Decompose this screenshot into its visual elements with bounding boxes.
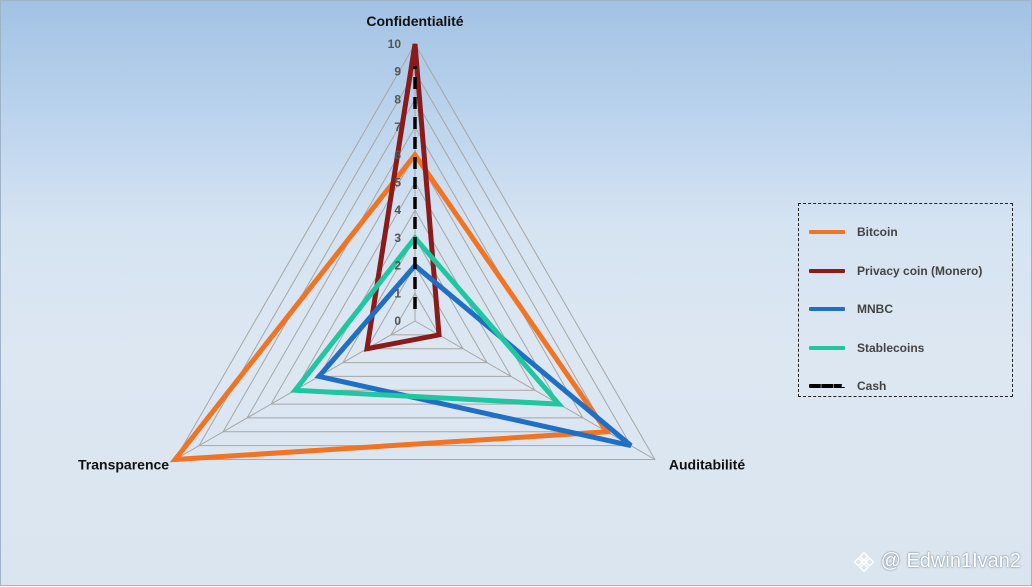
tick-label-3: 3 <box>394 231 401 245</box>
watermark-text: @ Edwin1Ivan2 <box>880 550 1021 572</box>
tick-label-6: 6 <box>394 148 401 162</box>
legend-label-mnbc: MNBC <box>857 302 893 317</box>
legend-item-mnbc: MNBC <box>799 290 1012 329</box>
axis-label-auditabilite: Auditabilité <box>669 457 745 473</box>
grid-ring-3 <box>342 236 488 364</box>
legend-label-cash: Cash <box>857 379 887 394</box>
legend-swatch-stablecoins <box>809 345 845 350</box>
grid-spoke-1 <box>414 320 656 460</box>
radar-series <box>169 43 633 463</box>
tick-label-9: 9 <box>394 65 401 79</box>
tick-label-8: 8 <box>394 92 401 106</box>
axis-label-transparence: Transparence <box>78 457 169 473</box>
legend-swatch-mnbc <box>809 307 845 312</box>
axis-label-confidentialite: Confidentialité <box>366 13 463 29</box>
tick-label-0: 0 <box>394 314 401 328</box>
series-bitcoin <box>169 150 612 463</box>
series-privacy-coin-monero <box>363 43 442 352</box>
tick-label-2: 2 <box>394 259 401 273</box>
watermark: @ Edwin1Ivan2 <box>853 550 1021 573</box>
legend-item-cash: Cash <box>799 367 1012 406</box>
radar-tick-labels: 0 1 2 3 4 5 6 7 8 9 10 <box>388 37 402 328</box>
grid-ring-1 <box>390 292 440 336</box>
tick-label-7: 7 <box>394 120 401 134</box>
legend-swatch-privacy-coin-monero <box>809 268 845 273</box>
legend-item-stablecoins: Stablecoins <box>799 329 1012 368</box>
tick-label-1: 1 <box>394 286 401 300</box>
grid-ring-5 <box>294 181 536 391</box>
radar-axis-labels: Confidentialité Auditabilité Transparence <box>78 13 745 473</box>
legend-label-bitcoin: Bitcoin <box>857 225 898 240</box>
tick-label-5: 5 <box>394 176 401 190</box>
series-stablecoins <box>290 233 565 407</box>
legend-item-bitcoin: Bitcoin <box>799 213 1012 252</box>
grid-ring-10 <box>174 43 656 460</box>
tick-label-4: 4 <box>394 203 401 217</box>
legend-label-privacy-coin-monero: Privacy coin (Monero) <box>857 263 983 278</box>
grid-ring-8 <box>222 98 608 433</box>
chart-legend: Bitcoin Privacy coin (Monero) MNBC Stableco… <box>798 203 1013 397</box>
tick-label-10: 10 <box>388 37 402 51</box>
legend-item-privacy-coin-monero: Privacy coin (Monero) <box>799 252 1012 291</box>
legend-swatch-bitcoin <box>809 230 845 235</box>
series-mnbc <box>314 262 633 449</box>
grid-ring-6 <box>270 153 560 405</box>
binance-logo-icon <box>853 551 875 572</box>
legend-swatch-cash <box>809 384 845 389</box>
legend-label-stablecoins: Stablecoins <box>857 340 925 355</box>
